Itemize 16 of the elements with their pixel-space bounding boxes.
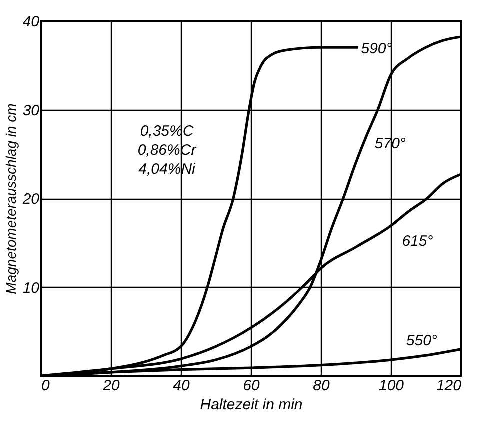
y-tick-label: 30 xyxy=(22,102,40,120)
x-tick-label: 0 xyxy=(42,378,50,394)
x-tick-label: 100 xyxy=(378,378,405,394)
annotation: 590° xyxy=(361,40,392,58)
x-tick-label: 40 xyxy=(173,378,190,394)
annotation: 550° xyxy=(406,332,438,350)
x-tick-label: 60 xyxy=(243,378,260,394)
y-tick-label: 20 xyxy=(22,191,40,208)
y-axis-title: Magnetometerausschlag in cm xyxy=(2,103,19,294)
y-tick-label: 10 xyxy=(22,280,40,297)
y-tick-label: 40 xyxy=(22,14,40,30)
annotation: 615° xyxy=(402,233,434,250)
x-tick-label: 80 xyxy=(313,378,330,394)
x-tick-label: 20 xyxy=(102,378,120,394)
x-tick-label: 120 xyxy=(436,378,462,394)
x-axis-title: Haltezeit in min xyxy=(200,396,303,414)
